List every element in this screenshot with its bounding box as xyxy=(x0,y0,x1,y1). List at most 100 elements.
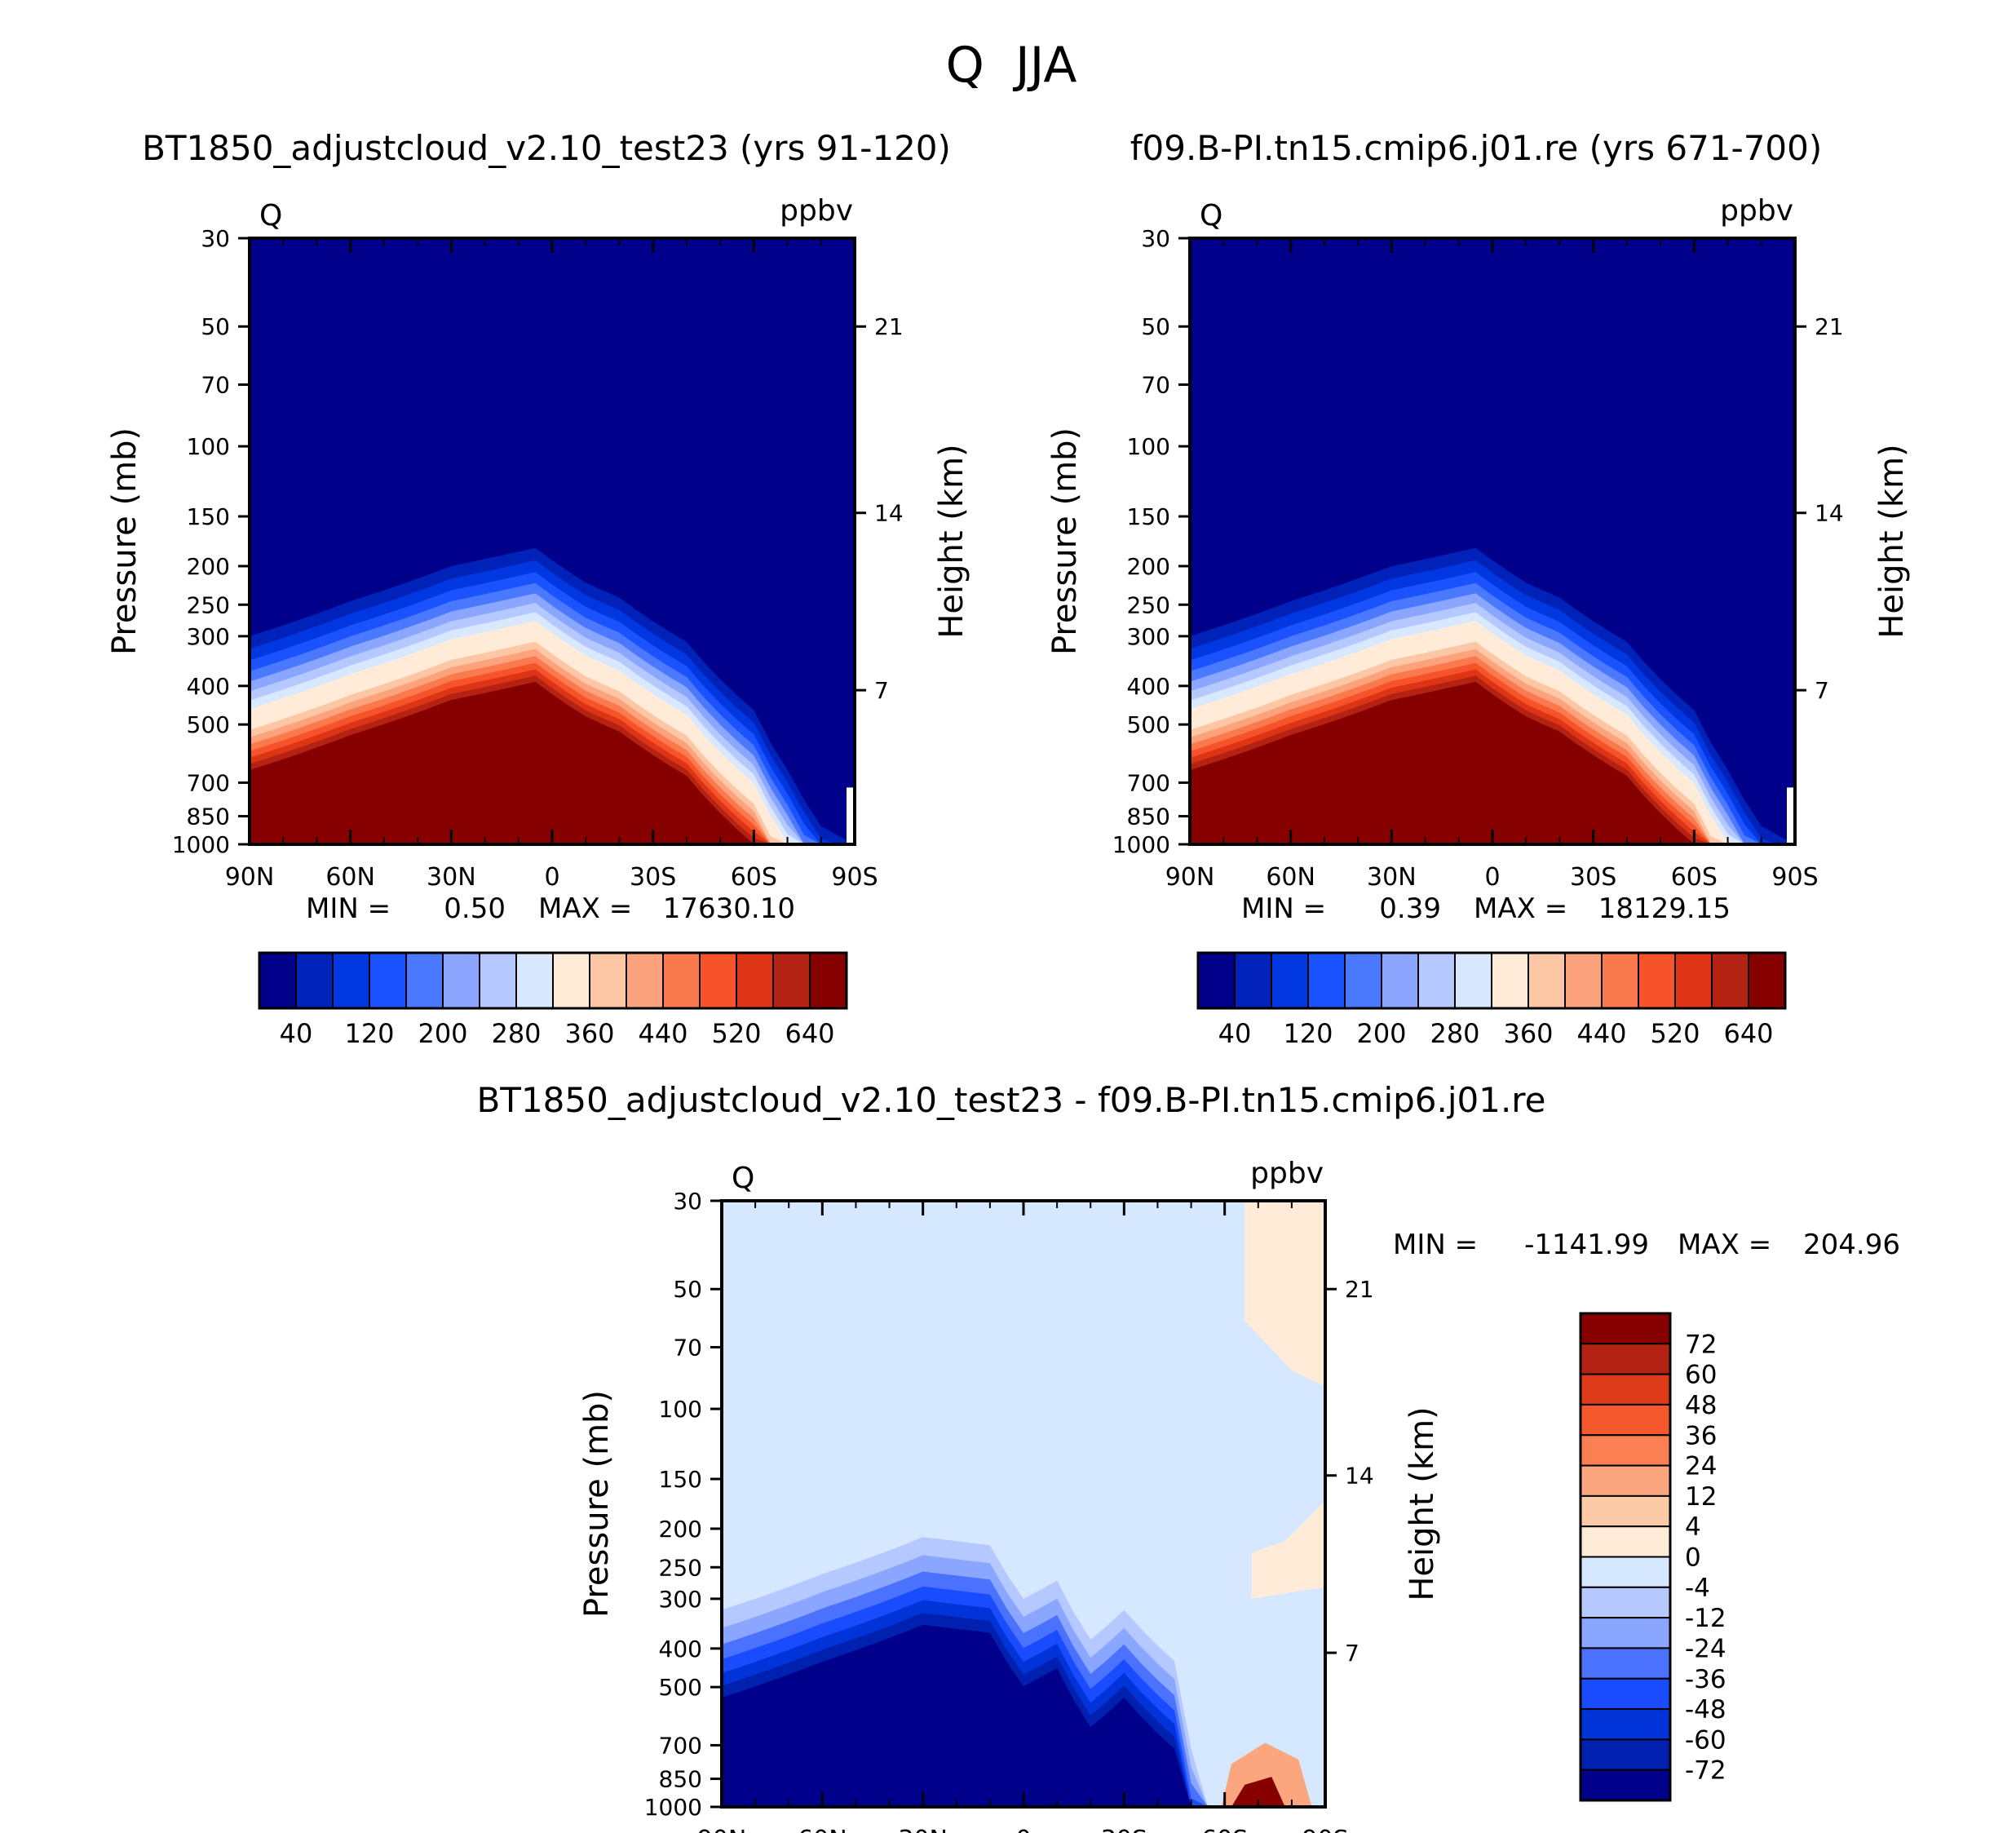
diff-cbar-swatch xyxy=(1580,1373,1671,1406)
left-xtick-label: 30S xyxy=(630,863,676,892)
left-cbar-swatch xyxy=(259,952,297,1009)
diff-ytick-label: 30 xyxy=(673,1188,702,1215)
left-y2tick-label: 7 xyxy=(874,677,889,704)
right-cbar-swatch xyxy=(1344,952,1382,1009)
diff-field-pos-upper xyxy=(1245,1201,1325,1387)
diff-ylabel: Pressure (mb) xyxy=(578,1390,616,1618)
left-ytick-label: 150 xyxy=(187,503,230,530)
diff-cbar-swatch xyxy=(1580,1617,1671,1649)
right-field-band xyxy=(1190,681,1795,844)
left-units-label: ppbv xyxy=(780,194,853,228)
right-ytick-label: 500 xyxy=(1127,711,1170,738)
left-cbar-swatch xyxy=(369,952,407,1009)
diff-ytick-label: 150 xyxy=(659,1466,702,1493)
right-ytick-label: 850 xyxy=(1127,804,1170,830)
diff-field-band xyxy=(722,1624,1325,1807)
panel-diff-title: BT1850_adjustcloud_v2.10_test23 - f09.B-… xyxy=(476,1080,1545,1120)
panel-right-max-value: 18129.15 xyxy=(1598,892,1731,925)
left-cbar-swatch xyxy=(442,952,480,1009)
left-cbar-label: 520 xyxy=(711,1018,761,1049)
right-cbar-swatch xyxy=(1748,952,1786,1009)
left-cbar-label: 200 xyxy=(418,1018,467,1049)
diff-cbar-swatch xyxy=(1580,1586,1671,1619)
right-cbar-swatch xyxy=(1491,952,1529,1009)
panel-left-min-value: 0.50 xyxy=(444,892,506,925)
right-xtick-label: 60S xyxy=(1671,863,1718,892)
diff-cbar-swatch xyxy=(1580,1556,1671,1588)
right-cbar-swatch xyxy=(1307,952,1346,1009)
diff-cbar-label: 12 xyxy=(1685,1482,1717,1512)
left-xtick-label: 60S xyxy=(731,863,777,892)
right-xtick-label: 90N xyxy=(1165,863,1215,892)
diff-cbar-swatch xyxy=(1580,1403,1671,1437)
right-cbar-label: 280 xyxy=(1430,1018,1479,1049)
diff-xtick-label: 60N xyxy=(798,1826,847,1833)
right-xtick-label: 30S xyxy=(1570,863,1616,892)
diff-ytick-label: 400 xyxy=(659,1636,702,1663)
panel-left-min-label: MIN = xyxy=(306,892,391,925)
right-ytick-label: 100 xyxy=(1127,433,1170,460)
right-ytick-label: 700 xyxy=(1127,769,1170,796)
diff-cbar-swatch xyxy=(1580,1677,1671,1711)
left-xtick-label: 0 xyxy=(544,863,559,892)
left-ytick-label: 50 xyxy=(201,313,230,340)
diff-cbar-swatch xyxy=(1580,1647,1671,1680)
right-xtick-label: 0 xyxy=(1484,863,1500,892)
left-ytick-label: 30 xyxy=(201,225,230,252)
left-cbar-label: 120 xyxy=(344,1018,394,1049)
left-ytick-label: 400 xyxy=(187,673,230,700)
left-cbar-swatch xyxy=(295,952,334,1009)
right-xtick-label: 90S xyxy=(1771,863,1818,892)
panel-right: f09.B-PI.tn15.cmip6.j01.re (yrs 671-700)… xyxy=(1046,128,1911,1049)
left-cbar-swatch xyxy=(405,952,444,1009)
left-y2tick-label: 14 xyxy=(874,500,904,527)
right-cbar-swatch xyxy=(1601,952,1639,1009)
right-cbar-outline xyxy=(1196,951,1787,1010)
right-xtick-label: 60N xyxy=(1266,863,1315,892)
right-cbar-swatch xyxy=(1638,952,1676,1009)
left-ytick-label: 300 xyxy=(187,623,230,650)
diff-cbar-label: 36 xyxy=(1685,1421,1717,1450)
panel-diff-max-value: 204.96 xyxy=(1803,1229,1900,1261)
right-cbar-swatch xyxy=(1271,952,1309,1009)
right-cbar-swatch xyxy=(1527,952,1566,1009)
diff-y2label: Height (km) xyxy=(1404,1406,1441,1601)
left-xtick-label: 90N xyxy=(225,863,275,892)
left-cbar-swatch xyxy=(662,952,701,1009)
left-cbar-swatch xyxy=(809,952,847,1009)
diff-xtick-label: 30S xyxy=(1101,1826,1147,1833)
left-cbar-swatch xyxy=(332,952,370,1009)
diff-ytick-label: 70 xyxy=(673,1335,702,1361)
diff-ytick-label: 50 xyxy=(673,1276,702,1303)
left-var-label: Q xyxy=(259,199,282,232)
diff-cbar-outline xyxy=(1579,1312,1672,1802)
diff-field-pos-mid xyxy=(1251,1500,1325,1599)
diff-cbar-swatch xyxy=(1580,1708,1671,1741)
diff-ytick-label: 300 xyxy=(659,1586,702,1613)
diff-y2tick-label: 21 xyxy=(1345,1276,1374,1303)
diff-xtick-label: 0 xyxy=(1015,1826,1031,1833)
panel-right-plot: 90N 60N 30N 0 30S 60S 90S 30 50 70 100 150 200 250 300… xyxy=(1046,194,1911,892)
diff-var-label: Q xyxy=(732,1162,754,1195)
left-xtick-label: 30N xyxy=(427,863,476,892)
left-cbar-swatch xyxy=(515,952,554,1009)
diff-field-pos-max xyxy=(1231,1777,1285,1807)
right-cbar-swatch xyxy=(1711,952,1749,1009)
left-ytick-label: 70 xyxy=(201,372,230,399)
diff-cbar-swatch xyxy=(1580,1464,1671,1497)
right-missing-area xyxy=(1787,787,1795,844)
left-xtick-label: 90S xyxy=(831,863,878,892)
panel-left-max-value: 17630.10 xyxy=(663,892,795,925)
left-cbar-label: 440 xyxy=(638,1018,687,1049)
diff-cbar-swatch xyxy=(1580,1738,1671,1771)
left-ytick-label: 250 xyxy=(187,591,230,618)
left-y2label: Height (km) xyxy=(933,444,970,638)
right-y2tick-label: 21 xyxy=(1815,313,1844,340)
diff-cbar-label: 24 xyxy=(1685,1452,1717,1481)
diff-cbar-swatch xyxy=(1580,1313,1671,1345)
diff-cbar-label: -36 xyxy=(1685,1665,1726,1694)
right-cbar-swatch xyxy=(1564,952,1603,1009)
panel-left-max-label: MAX = xyxy=(538,892,632,925)
left-cbar-swatch xyxy=(736,952,774,1009)
left-cbar-outline xyxy=(258,951,848,1010)
